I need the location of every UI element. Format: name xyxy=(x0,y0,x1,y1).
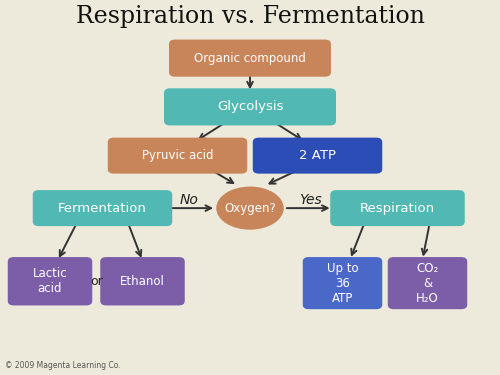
Text: Respiration vs. Fermentation: Respiration vs. Fermentation xyxy=(76,5,424,28)
Text: Yes: Yes xyxy=(300,192,322,207)
FancyBboxPatch shape xyxy=(330,190,465,226)
Text: Respiration: Respiration xyxy=(360,202,435,214)
Text: © 2009 Magenta Learning Co.: © 2009 Magenta Learning Co. xyxy=(5,362,120,370)
FancyBboxPatch shape xyxy=(164,88,336,125)
Ellipse shape xyxy=(216,187,284,230)
Text: Fermentation: Fermentation xyxy=(58,202,147,214)
Text: or: or xyxy=(90,275,103,288)
FancyBboxPatch shape xyxy=(253,138,382,174)
Text: Pyruvic acid: Pyruvic acid xyxy=(142,149,213,162)
FancyBboxPatch shape xyxy=(388,257,467,309)
Text: Oxygen?: Oxygen? xyxy=(224,202,276,214)
Text: Ethanol: Ethanol xyxy=(120,275,165,288)
FancyBboxPatch shape xyxy=(108,138,247,174)
FancyBboxPatch shape xyxy=(169,40,331,77)
Text: Lactic
acid: Lactic acid xyxy=(32,267,68,295)
Text: Glycolysis: Glycolysis xyxy=(217,100,283,113)
Text: No: No xyxy=(180,192,199,207)
FancyBboxPatch shape xyxy=(100,257,184,305)
FancyBboxPatch shape xyxy=(303,257,382,309)
FancyBboxPatch shape xyxy=(32,190,172,226)
Text: Organic compound: Organic compound xyxy=(194,52,306,64)
Text: CO₂
&
H₂O: CO₂ & H₂O xyxy=(416,262,439,305)
Text: 2 ATP: 2 ATP xyxy=(299,149,336,162)
Text: Up to
36
ATP: Up to 36 ATP xyxy=(326,262,358,305)
FancyBboxPatch shape xyxy=(8,257,92,305)
